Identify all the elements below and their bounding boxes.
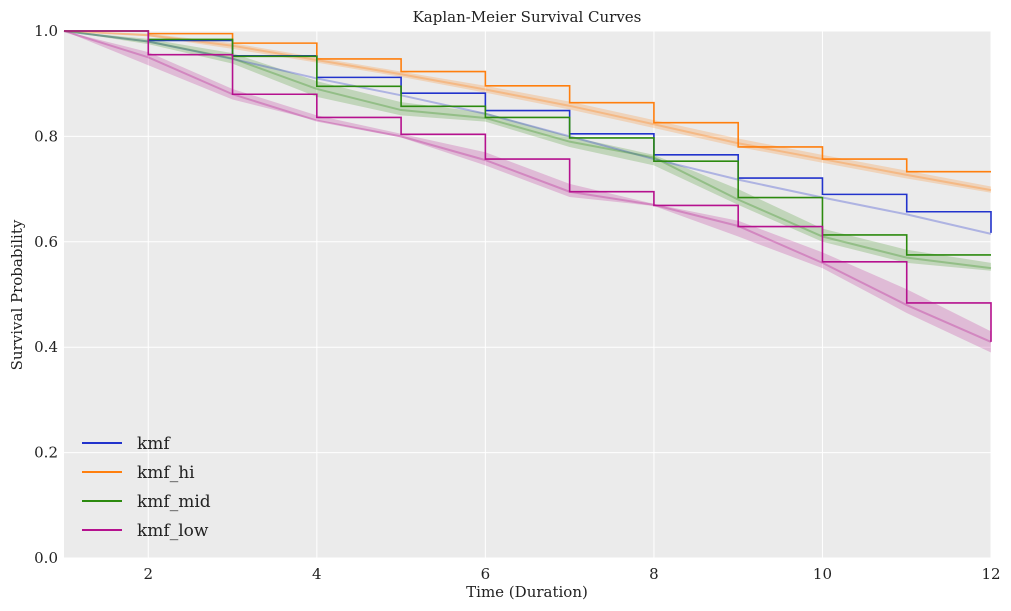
x-tick-label-0: 2 [143,565,153,583]
grid-layer [64,30,992,559]
step-line-kmf_low [64,30,992,342]
bands-layer [64,31,991,353]
fitted-curve-kmf [63,30,992,235]
x-tick-label-1: 4 [312,565,322,583]
fitted-curve-kmf_mid [63,30,992,270]
y-tick-label-4: 0.8 [34,127,58,145]
fitted-curve-kmf_hi [63,30,992,192]
smooth-layer [63,30,992,343]
step-line-kmf_hi [64,30,991,173]
y-tick-label-5: 1.0 [34,22,58,40]
y-tick-label-1: 0.2 [34,444,58,462]
y-tick-label-2: 0.4 [34,338,58,356]
x-tick-label-3: 8 [649,565,659,583]
legend-label-kmf: kmf [137,434,171,454]
legend-label-kmf_hi: kmf_hi [137,463,195,483]
x-tick-label-2: 6 [481,565,491,583]
plot-area [64,31,991,558]
x-axis-label: Time (Duration) [466,583,588,601]
x-tick-label-5: 12 [981,565,1000,583]
y-axis-label: Survival Probability [8,219,26,370]
y-tick-label-3: 0.6 [34,233,58,251]
ticks-layer: 2 4 6 8 10 12 0.0 0.2 0.4 0.6 0.8 1.0 [34,22,1000,583]
chart-title: Kaplan-Meier Survival Curves [413,8,642,26]
fitted-curve-kmf_low [63,30,992,343]
x-tick-label-4: 10 [813,565,832,583]
confidence-band-kmf_low [64,31,991,353]
y-tick-label-0: 0.0 [34,549,58,567]
confidence-band-kmf_hi [64,31,991,193]
steps-layer [64,30,992,342]
legend-label-kmf_mid: kmf_mid [137,492,211,512]
legend: kmf kmf_hi kmf_mid kmf_low [82,434,211,541]
step-line-kmf_mid [64,30,991,256]
legend-label-kmf_low: kmf_low [137,521,209,541]
confidence-band-kmf_mid [64,31,991,271]
